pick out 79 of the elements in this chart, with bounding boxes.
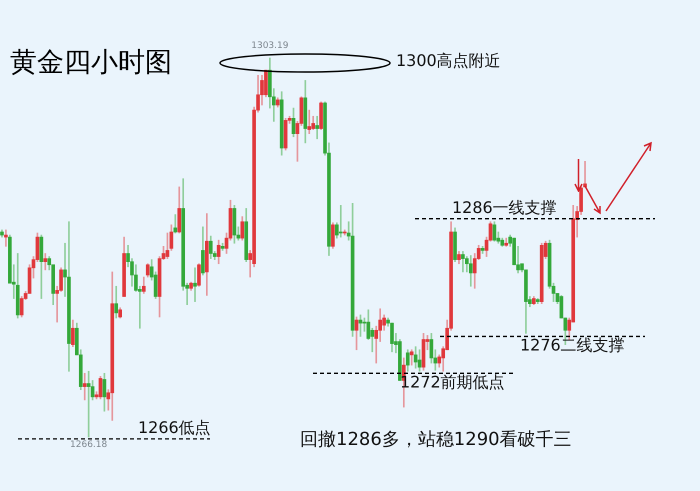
candlestick xyxy=(414,346,418,369)
candlestick xyxy=(453,228,457,262)
candlestick xyxy=(205,213,209,296)
candlestick xyxy=(166,232,170,259)
candlestick xyxy=(422,333,426,371)
candlestick xyxy=(536,298,540,304)
candlestick xyxy=(358,314,362,337)
annotation: 1303.19 xyxy=(251,40,289,51)
candlestick xyxy=(8,234,12,284)
candlestick xyxy=(102,372,106,412)
candlestick xyxy=(430,333,434,364)
ref-line-label: 1276二线支撑 xyxy=(520,336,625,355)
candlestick xyxy=(406,349,410,372)
candlestick xyxy=(16,253,20,318)
candlestick xyxy=(540,242,544,304)
candlestick xyxy=(354,316,358,350)
candlestick xyxy=(315,116,319,140)
candlestick xyxy=(193,268,197,302)
candlestick xyxy=(335,222,339,238)
candlestick xyxy=(492,221,496,242)
annotation: 1266.18 xyxy=(70,440,108,450)
candlestick xyxy=(276,98,280,108)
candlestick xyxy=(457,251,461,264)
candlestick xyxy=(378,308,382,342)
candlestick xyxy=(280,91,284,156)
candlestick xyxy=(303,80,308,144)
candlestick xyxy=(158,256,162,318)
candlestick xyxy=(110,272,114,421)
annotation: 回撤1286多，站稳1290看破千三 xyxy=(300,428,572,451)
candlestick xyxy=(342,230,347,236)
chart-title: 黄金四小时图 xyxy=(10,46,172,79)
candlestick xyxy=(67,221,71,372)
candlestick xyxy=(114,286,118,318)
ref-line-label: 1286一线支撑 xyxy=(452,198,557,217)
candlestick xyxy=(40,234,44,299)
ref-line-label: 1266低点 xyxy=(138,418,211,437)
candlestick xyxy=(173,214,178,234)
candlestick xyxy=(86,370,90,438)
candlestick xyxy=(465,256,469,272)
candlestick xyxy=(90,380,94,400)
candlestick xyxy=(468,255,473,287)
candlestick xyxy=(142,276,146,294)
candlestick xyxy=(146,263,150,278)
candlestick xyxy=(170,224,174,251)
candlestick xyxy=(366,309,370,340)
candlestick xyxy=(82,372,87,400)
candlestick xyxy=(0,230,4,238)
candlestick xyxy=(232,205,236,244)
candlestick xyxy=(177,186,182,234)
candlestick xyxy=(292,108,296,138)
candlestick xyxy=(532,296,536,306)
candlestick xyxy=(208,236,213,259)
candlestick xyxy=(118,307,122,318)
candlestick xyxy=(284,118,288,150)
ref-line-label: 1272前期低点 xyxy=(400,372,505,392)
candlestick xyxy=(20,296,24,318)
candlestick xyxy=(134,264,138,292)
candlestick xyxy=(71,320,75,348)
candlestick xyxy=(311,116,316,130)
candlestick xyxy=(264,70,268,98)
candlestick xyxy=(4,230,8,247)
annotation: 1300高点附近 xyxy=(396,51,501,72)
candlestick xyxy=(189,282,193,291)
candlestick xyxy=(98,376,102,400)
candlestick xyxy=(244,208,248,262)
candlestick xyxy=(382,314,386,331)
candlestick xyxy=(319,102,323,130)
candlestick xyxy=(418,349,422,372)
candlestick xyxy=(201,226,205,276)
candlestick xyxy=(331,222,335,249)
candlestick xyxy=(197,263,201,287)
candlestick xyxy=(461,251,465,272)
candlestick xyxy=(390,322,394,352)
candlestick xyxy=(59,268,63,292)
candlestick xyxy=(122,236,126,297)
candlestick xyxy=(338,205,343,238)
candlestick xyxy=(181,178,186,291)
candlestick xyxy=(350,202,354,337)
candlestick xyxy=(583,160,587,188)
